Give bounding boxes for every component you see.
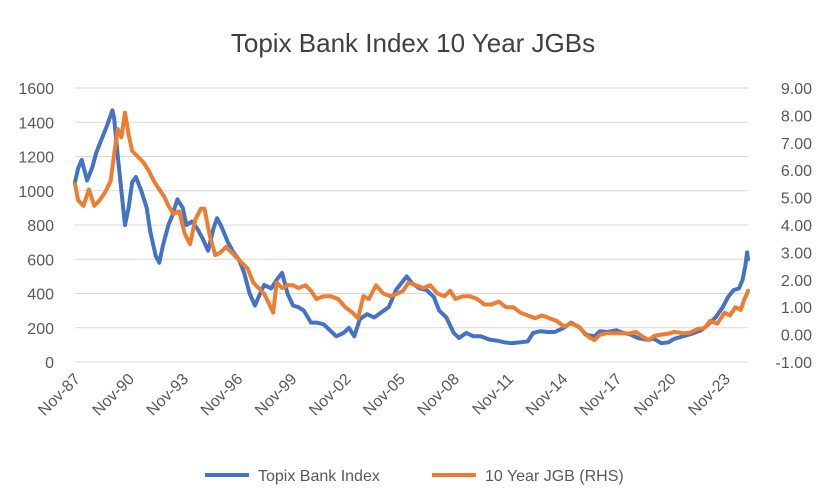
chart-title: Topix Bank Index 10 Year JGBs bbox=[231, 28, 595, 58]
y-right-tick-label: 0.00 bbox=[781, 328, 812, 345]
left-axis-ticks: 0 200 400 600 800 1000 1200 1400 1600 bbox=[18, 81, 54, 372]
x-tick-label: Nov-99 bbox=[252, 371, 301, 420]
right-axis-ticks: -1.00 0.00 1.00 2.00 3.00 4.00 5.00 6.00 7.00 8.0… bbox=[776, 81, 813, 372]
series-line-jgb-10-year bbox=[73, 110, 750, 343]
x-axis-ticks: Nov-87 Nov-90 Nov-93 Nov-96 Nov-99 Nov-02 Nov-… bbox=[35, 371, 734, 420]
y-left-tick-label: 400 bbox=[27, 287, 54, 304]
gridlines bbox=[75, 87, 748, 363]
x-tick-label: Nov-02 bbox=[306, 371, 355, 420]
y-right-tick-label: 7.00 bbox=[781, 136, 812, 153]
y-left-tick-label: 0 bbox=[45, 355, 54, 372]
y-left-tick-label: 600 bbox=[27, 252, 54, 269]
series-layer bbox=[73, 108, 750, 346]
series-line-topix-bank-index bbox=[73, 108, 750, 346]
y-right-tick-label: -1.00 bbox=[776, 355, 813, 372]
x-tick-label: Nov-20 bbox=[631, 371, 680, 420]
y-right-tick-label: 5.00 bbox=[781, 191, 812, 208]
y-left-tick-label: 1200 bbox=[18, 150, 54, 167]
y-left-tick-label: 800 bbox=[27, 218, 54, 235]
y-left-tick-label: 1000 bbox=[18, 184, 54, 201]
y-right-tick-label: 6.00 bbox=[781, 163, 812, 180]
x-tick-label: Nov-05 bbox=[360, 371, 409, 420]
y-right-tick-label: 1.00 bbox=[781, 300, 812, 317]
x-tick-label: Nov-23 bbox=[685, 371, 734, 420]
y-right-tick-label: 9.00 bbox=[781, 81, 812, 98]
legend-label: 10 Year JGB (RHS) bbox=[485, 468, 624, 485]
x-tick-label: Nov-17 bbox=[577, 371, 626, 420]
x-tick-label: Nov-87 bbox=[35, 371, 84, 420]
y-right-tick-label: 3.00 bbox=[781, 245, 812, 262]
y-left-tick-label: 1600 bbox=[18, 81, 54, 98]
x-tick-label: Nov-14 bbox=[523, 371, 572, 420]
x-tick-label: Nov-96 bbox=[198, 371, 247, 420]
y-left-tick-label: 200 bbox=[27, 321, 54, 338]
y-right-tick-label: 4.00 bbox=[781, 218, 812, 235]
legend: Topix Bank Index 10 Year JGB (RHS) bbox=[205, 468, 624, 485]
legend-label: Topix Bank Index bbox=[258, 468, 380, 485]
x-tick-label: Nov-11 bbox=[470, 371, 518, 419]
y-right-tick-label: 2.00 bbox=[781, 273, 812, 290]
y-left-tick-label: 1400 bbox=[18, 115, 54, 132]
y-right-tick-label: 8.00 bbox=[781, 108, 812, 125]
x-tick-label: Nov-08 bbox=[415, 371, 464, 420]
x-tick-label: Nov-93 bbox=[144, 371, 193, 420]
x-tick-label: Nov-90 bbox=[90, 371, 139, 420]
